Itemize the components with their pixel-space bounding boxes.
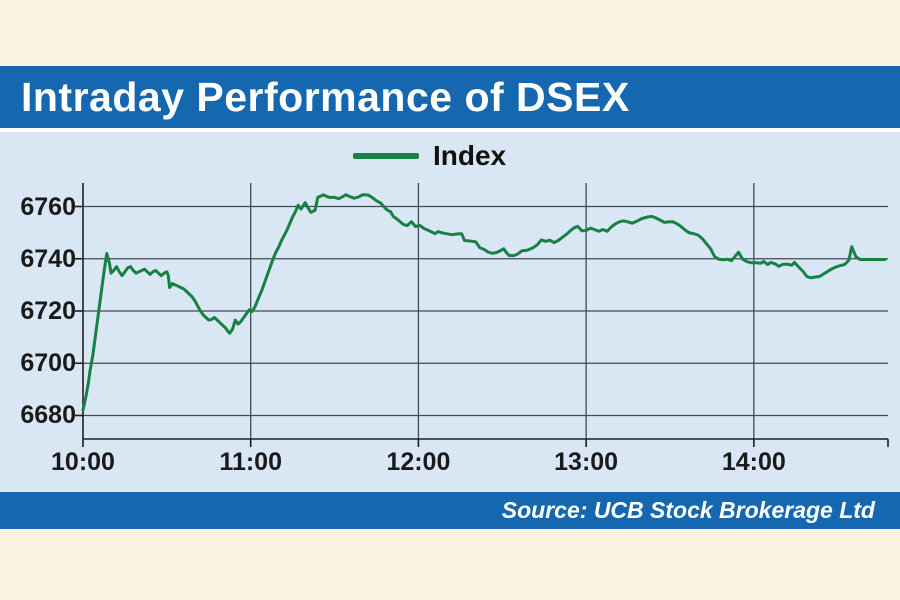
x-tick-label: 12:00	[386, 448, 451, 476]
legend-label: Index	[433, 140, 507, 171]
y-tick-label: 6760	[20, 192, 76, 221]
source-text: Source: UCB Stock Brokerage Ltd	[501, 497, 875, 523]
chart-area	[0, 132, 900, 492]
top-margin-band	[0, 0, 900, 66]
source-bar: Source: UCB Stock Brokerage Ltd	[0, 492, 900, 529]
index-series-line	[81, 193, 887, 412]
title-bar: Intraday Performance of DSEX	[0, 66, 900, 132]
y-tick-label: 6680	[20, 401, 76, 430]
chart-legend: Index	[0, 0, 900, 171]
x-tick-label: 11:00	[219, 448, 282, 476]
y-tick-label: 6720	[20, 297, 76, 325]
legend-line-icon	[353, 153, 419, 159]
page-title: Intraday Performance of DSEX	[21, 73, 630, 120]
y-tick-label: 6740	[20, 244, 76, 273]
x-tick-label: 13:00	[554, 448, 619, 476]
y-tick-label: 6700	[20, 349, 76, 378]
x-tick-label: 10:00	[51, 448, 115, 476]
bottom-margin-band	[0, 529, 900, 600]
x-tick-label: 14:00	[721, 448, 786, 476]
